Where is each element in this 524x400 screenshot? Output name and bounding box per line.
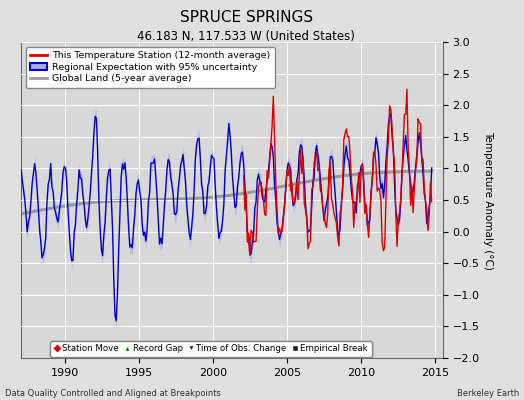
Text: Data Quality Controlled and Aligned at Breakpoints: Data Quality Controlled and Aligned at B… xyxy=(5,389,221,398)
Legend: Station Move, Record Gap, Time of Obs. Change, Empirical Break: Station Move, Record Gap, Time of Obs. C… xyxy=(50,341,372,357)
Text: SPRUCE SPRINGS: SPRUCE SPRINGS xyxy=(180,10,313,25)
Y-axis label: Temperature Anomaly (°C): Temperature Anomaly (°C) xyxy=(484,130,494,270)
Text: 46.183 N, 117.533 W (United States): 46.183 N, 117.533 W (United States) xyxy=(137,30,355,43)
Text: Berkeley Earth: Berkeley Earth xyxy=(456,389,519,398)
